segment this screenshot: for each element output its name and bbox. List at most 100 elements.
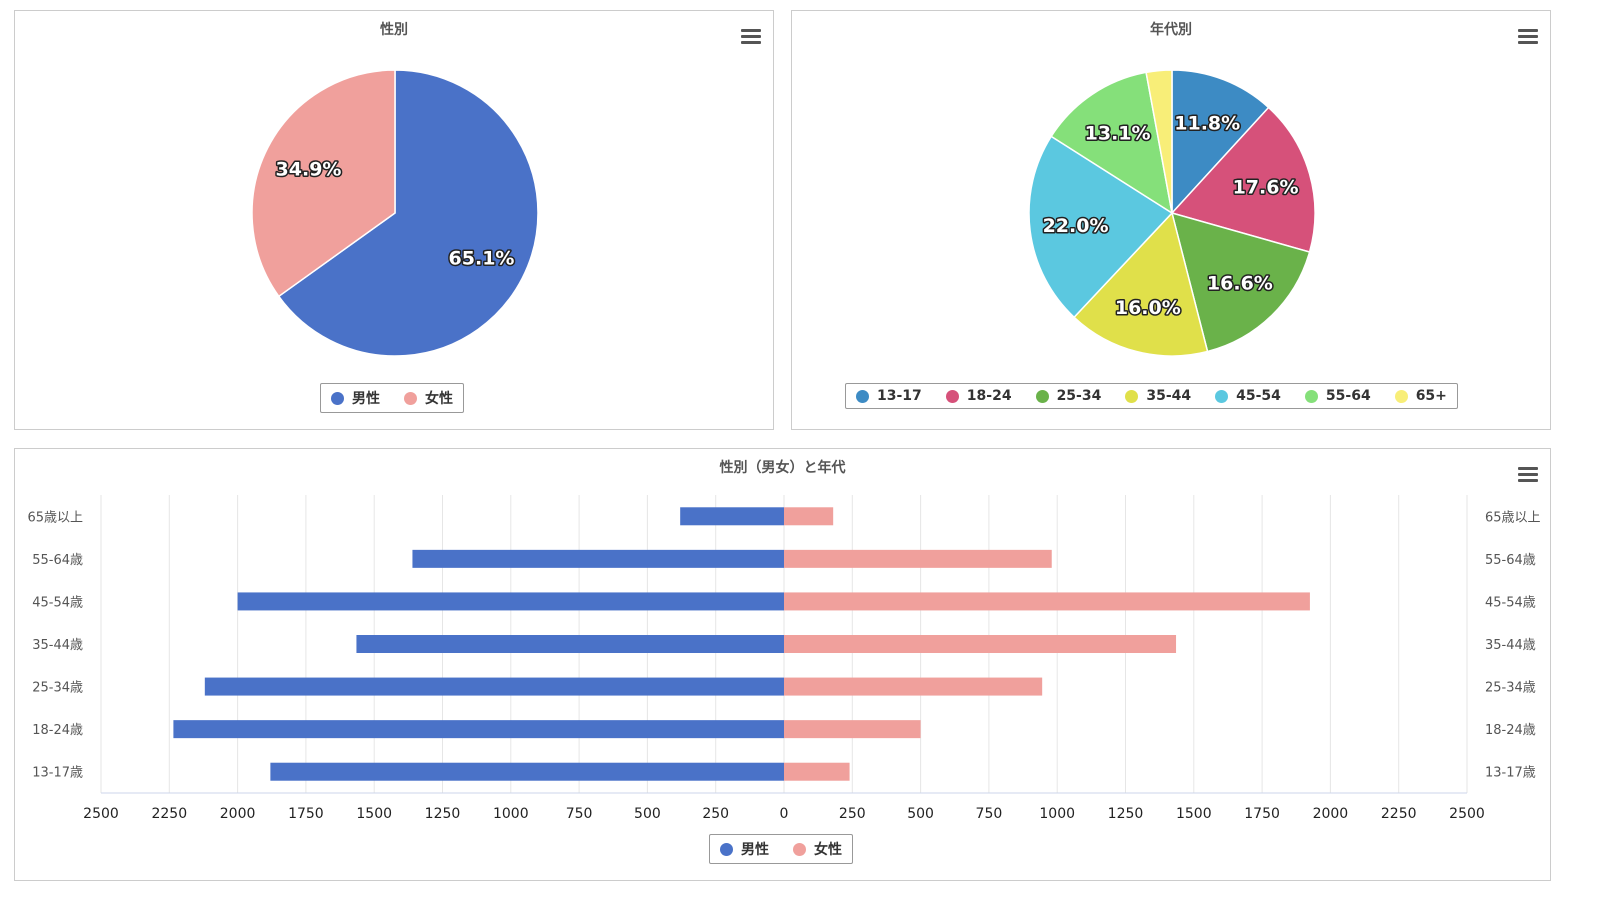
- menu-icon[interactable]: [1518, 467, 1538, 483]
- female-bar[interactable]: [784, 549, 1052, 568]
- y-category-label: 55-64歳: [1485, 553, 1536, 568]
- y-category-label: 25-34歳: [32, 681, 83, 696]
- pie-slice[interactable]: [277, 69, 539, 357]
- x-tick-label: 1000: [1039, 806, 1075, 822]
- pie-slice[interactable]: [1073, 211, 1209, 357]
- legend-item[interactable]: 55-64: [1304, 388, 1371, 404]
- legend-label: 35-44: [1146, 388, 1192, 404]
- male-bar[interactable]: [237, 592, 785, 611]
- legend-label: 55-64: [1325, 388, 1371, 404]
- legend-item[interactable]: 18-24: [945, 388, 1012, 404]
- y-category-label: 35-44歳: [32, 638, 83, 653]
- x-tick-label: 1750: [288, 806, 324, 822]
- data-label: 16.6%: [1207, 273, 1273, 295]
- y-category-label: 18-24歳: [1485, 723, 1536, 738]
- legend-item[interactable]: 男性: [720, 839, 769, 859]
- legend-marker-icon: [945, 389, 959, 403]
- legend-marker-icon: [793, 842, 806, 856]
- gender-age-bar-panel: 性別（男女）と年代 2500 2250 2000 1750 1500 1250 1000 75…: [14, 448, 1551, 881]
- pie-slice[interactable]: [1050, 71, 1174, 215]
- menu-icon[interactable]: [1518, 29, 1538, 45]
- legend-label: 男性: [741, 842, 769, 858]
- female-bar[interactable]: [784, 592, 1310, 611]
- male-bar[interactable]: [173, 720, 784, 739]
- pie-slice[interactable]: [1170, 106, 1316, 253]
- x-tick-label: 500: [907, 806, 934, 822]
- legend-label: 45-54: [1236, 388, 1281, 404]
- x-tick-label: 2250: [151, 806, 187, 822]
- data-label: 65.1%: [449, 247, 515, 269]
- legend-label: 65+: [1415, 388, 1447, 404]
- legend-marker-icon: [1394, 389, 1408, 403]
- y-category-label: 13-17歳: [32, 766, 83, 781]
- pie-slice[interactable]: [1028, 135, 1174, 319]
- menu-icon[interactable]: [741, 29, 761, 45]
- x-tick-label: 1000: [493, 806, 529, 822]
- legend: 13-17 18-24 25-34 35-44 45-54 55-64 65+: [845, 383, 1458, 409]
- x-tick-label: 0: [780, 806, 789, 822]
- data-label: 11.8%: [1174, 112, 1240, 134]
- data-label: 16.0%: [1115, 297, 1181, 319]
- legend-item[interactable]: 13-17: [856, 388, 922, 404]
- gender-pie: 65.1% 34.9%: [251, 69, 539, 357]
- y-category-label: 18-24歳: [32, 723, 83, 738]
- age-pie-panel: 年代別 11.8% 17.6% 16.6% 16.0% 22.0% 13.1% 13-17…: [791, 10, 1551, 430]
- legend-marker-icon: [856, 389, 869, 403]
- x-tick-label: 2000: [220, 806, 256, 822]
- female-bar[interactable]: [784, 762, 850, 781]
- pie-slice[interactable]: [1145, 69, 1173, 214]
- legend-item[interactable]: 25-34: [1035, 388, 1102, 404]
- population-bar-chart: 2500 2250 2000 1750 1500 1250 1000 750 500 250 0 25…: [27, 495, 1541, 822]
- legend: 男性 女性: [709, 834, 853, 864]
- x-tick-label: 2500: [1449, 806, 1485, 822]
- male-bar[interactable]: [356, 635, 784, 653]
- male-bar[interactable]: [204, 677, 785, 696]
- legend-item[interactable]: 男性: [331, 388, 380, 408]
- x-tick-label: 2250: [1381, 806, 1417, 822]
- female-bar[interactable]: [784, 507, 834, 526]
- data-label: 22.0%: [1043, 215, 1109, 237]
- x-tick-label: 750: [566, 806, 593, 822]
- pie-slice[interactable]: [1171, 69, 1270, 215]
- data-label: 17.6%: [1233, 176, 1299, 198]
- legend-marker-icon: [404, 391, 417, 405]
- male-bar[interactable]: [680, 507, 784, 526]
- chart-title: 性別（男女）と年代: [719, 460, 846, 476]
- male-bar[interactable]: [270, 762, 784, 781]
- legend-item[interactable]: 45-54: [1215, 388, 1281, 404]
- legend-marker-icon: [1035, 389, 1049, 403]
- legend-label: 13-17: [877, 388, 922, 404]
- x-tick-label: 250: [839, 806, 866, 822]
- female-bar[interactable]: [784, 677, 1043, 696]
- x-tick-label: 750: [976, 806, 1003, 822]
- y-category-label: 65歳以上: [1485, 510, 1541, 525]
- legend-item[interactable]: 35-44: [1125, 388, 1191, 404]
- gender-pie-panel: 性別 65.1% 34.9% 男性 女性: [14, 10, 774, 430]
- female-bar[interactable]: [784, 720, 921, 739]
- legend-label: 25-34: [1056, 388, 1102, 404]
- legend-item[interactable]: 女性: [404, 388, 453, 408]
- x-tick-label: 1500: [1176, 806, 1212, 822]
- x-tick-label: 2500: [83, 806, 119, 822]
- chart-title: 年代別: [1150, 22, 1192, 38]
- legend-label: 男性: [352, 391, 380, 407]
- pie-slice[interactable]: [1170, 211, 1311, 353]
- chart-title: 性別: [380, 22, 408, 38]
- legend-marker-icon: [1125, 389, 1139, 403]
- legend-marker-icon: [1215, 389, 1229, 403]
- pie-slice[interactable]: [251, 69, 396, 298]
- male-bar[interactable]: [412, 549, 784, 568]
- x-tick-label: 1250: [425, 806, 461, 822]
- age-pie: 11.8% 17.6% 16.6% 16.0% 22.0% 13.1%: [1028, 69, 1316, 357]
- legend-item[interactable]: 65+: [1394, 388, 1447, 404]
- female-bar[interactable]: [784, 635, 1177, 653]
- y-category-label: 65歳以上: [27, 510, 83, 525]
- y-category-label: 35-44歳: [1485, 638, 1536, 653]
- data-label: 34.9%: [276, 159, 342, 181]
- legend-label: 女性: [814, 842, 842, 858]
- legend: 男性 女性: [320, 383, 464, 413]
- legend-item[interactable]: 女性: [793, 839, 842, 859]
- legend-marker-icon: [331, 391, 344, 405]
- x-tick-label: 1250: [1108, 806, 1144, 822]
- x-tick-label: 500: [634, 806, 661, 822]
